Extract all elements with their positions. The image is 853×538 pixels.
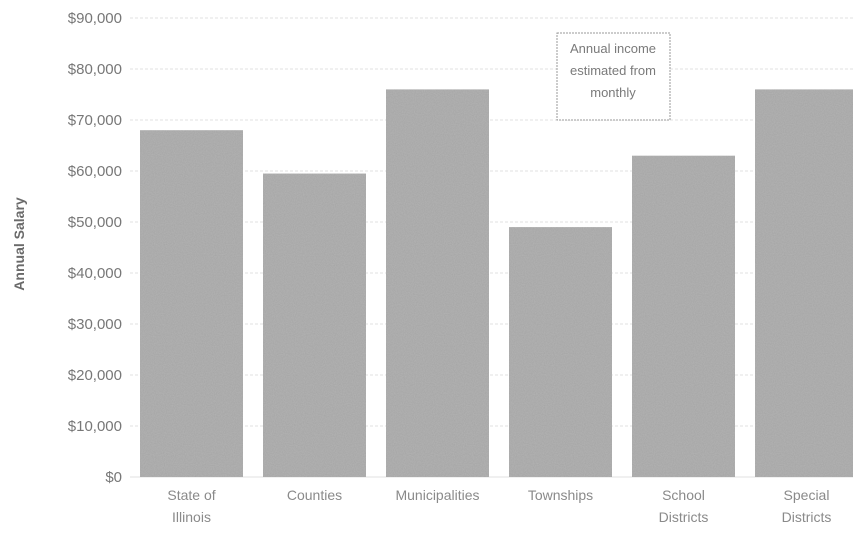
- y-tick-label: $90,000: [68, 10, 122, 27]
- y-tick-label: $20,000: [68, 367, 122, 384]
- bars: [140, 89, 853, 478]
- bar: [140, 130, 243, 477]
- x-tick-label: Municipalities: [395, 487, 479, 503]
- y-tick-label: $60,000: [68, 163, 122, 180]
- y-tick-label: $50,000: [68, 214, 122, 231]
- x-tick-label: School Districts: [659, 487, 709, 525]
- x-tick-label: Special Districts: [782, 487, 832, 525]
- x-tick-label: Townships: [528, 487, 593, 503]
- x-tick-label: State of Illinois: [167, 487, 215, 525]
- bar: [755, 89, 853, 478]
- annotation-text: Annual income estimated from monthly: [570, 41, 656, 100]
- annotation-box: Annual income estimated from monthly: [556, 32, 671, 121]
- grid-lines: [130, 17, 853, 478]
- y-tick-label: $40,000: [68, 265, 122, 282]
- annotation-frame: [556, 32, 671, 121]
- y-tick-label: $80,000: [68, 61, 122, 78]
- bar: [632, 155, 735, 477]
- x-axis-ticks: State of Illinois Counties Municipalities To…: [167, 487, 831, 525]
- x-tick-label: Counties: [287, 487, 342, 503]
- y-tick-label: $30,000: [68, 316, 122, 333]
- bar: [263, 173, 366, 478]
- y-tick-label: $70,000: [68, 112, 122, 129]
- y-axis-ticks: $0 $10,000 $20,000 $30,000 $40,000 $50,000 $60…: [68, 10, 122, 486]
- y-axis-label: Annual Salary: [11, 197, 27, 291]
- y-tick-label: $10,000: [68, 418, 122, 435]
- bar: [386, 89, 489, 478]
- bar: [509, 227, 612, 477]
- y-tick-label: $0: [105, 469, 122, 486]
